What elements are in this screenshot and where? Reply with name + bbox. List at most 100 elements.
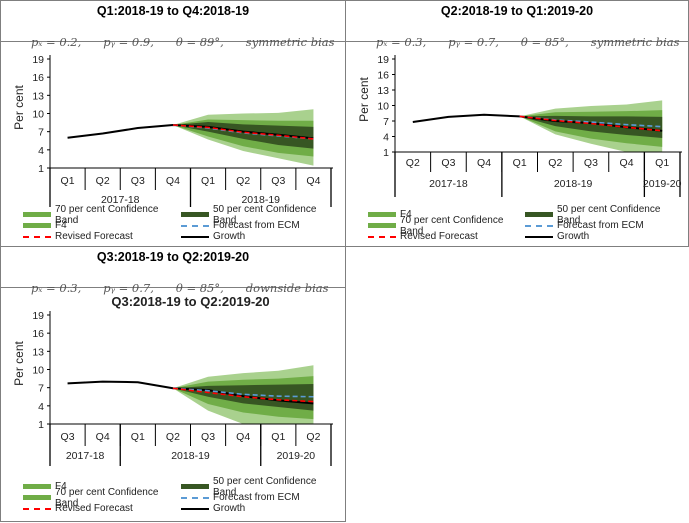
- legend-label: 50 per cent Confidence Band: [213, 203, 317, 226]
- y-tick-label: 7: [38, 127, 44, 139]
- legend-item: Forecast from ECM: [181, 220, 339, 231]
- quarter-label: Q4: [620, 157, 634, 169]
- legend-label: F4: [55, 481, 67, 492]
- quarter-label: Q2: [236, 175, 250, 187]
- y-tick-label: 13: [32, 90, 44, 102]
- legend-swatch: [181, 224, 209, 227]
- y-axis-label: Per cent: [357, 76, 371, 121]
- year-label: 2017-18: [66, 450, 105, 462]
- legend-swatch: [525, 235, 553, 238]
- legend-item: 70 per cent Confidence Band: [23, 204, 181, 226]
- legend-swatch: [368, 223, 396, 228]
- year-label: 2018-19: [241, 194, 280, 206]
- legend-label: Revised Forecast: [400, 231, 478, 242]
- y-tick-label: 1: [383, 147, 389, 159]
- param-bias: symmetric bias: [590, 35, 680, 49]
- legend-item: F4: [23, 220, 181, 231]
- panel-title: Q2:2018-19 to Q1:2019-20: [440, 4, 594, 18]
- legend-swatch: [23, 507, 51, 510]
- chart-legend: F4 50 per cent Confidence Band 70 per cent…: [368, 204, 682, 242]
- legend-swatch: [181, 484, 209, 489]
- legend-swatch: [23, 495, 51, 500]
- param-px: pₓ = 0.3,: [375, 35, 427, 49]
- legend-swatch: [525, 224, 553, 227]
- legend-label: 70 per cent Confidence Band: [55, 486, 159, 509]
- param-theta: θ = 85°,: [175, 281, 224, 295]
- y-tick-label: 4: [38, 401, 44, 413]
- param-bias: symmetric bias: [245, 35, 335, 49]
- panel-q1-2018-19: Q1:2018-19 to Q4:2018-19 pₓ = 0.2, pᵧ = 0…: [0, 0, 346, 247]
- legend-swatch: [368, 212, 396, 217]
- y-axis-label: Per cent: [12, 84, 26, 129]
- legend-row: F4 50 per cent Confidence Band: [368, 204, 682, 226]
- quarter-label: Q1: [201, 175, 215, 187]
- legend-row: F4 Forecast from ECM: [23, 220, 339, 231]
- param-bias: downside bias: [245, 281, 329, 295]
- legend-row: Revised Forecast Growth: [23, 503, 339, 514]
- legend-row: 70 per cent Confidence Band Forecast from…: [368, 215, 682, 237]
- quarter-label: Q4: [477, 157, 491, 169]
- y-tick-label: 4: [383, 132, 389, 144]
- fan-chart: 1 4 7 10 13 16 19 Per cent Q2 Q3 Q4 Q1 Q2 Q3 Q4 Q1 2017-…: [357, 54, 682, 197]
- fan-chart: Q3:2018-19 to Q2:2019-20 1 4 7 10 13 16 19 Per c…: [12, 294, 333, 466]
- quarter-label: Q1: [513, 157, 527, 169]
- y-tick-label: 19: [377, 54, 389, 66]
- y-tick-label: 13: [32, 346, 44, 358]
- quarter-label: Q1: [131, 431, 145, 443]
- legend-label: 50 per cent Confidence Band: [557, 203, 661, 226]
- y-tick-label: 16: [32, 328, 44, 340]
- chart-legend: F4 50 per cent Confidence Band 70 per cent…: [23, 476, 339, 514]
- year-label: 2017-18: [429, 178, 468, 190]
- legend-swatch: [23, 212, 51, 217]
- parameters-line: pₓ = 0.2, pᵧ = 0.9, θ = 89°, symmetric bias: [9, 21, 357, 63]
- param-theta: θ = 89°,: [175, 35, 224, 49]
- panel-title: Q1:2018-19 to Q4:2018-19: [96, 4, 250, 18]
- year-label: 2019-20: [277, 450, 316, 462]
- quarter-label: Q4: [96, 431, 110, 443]
- legend-item: 50 per cent Confidence Band: [181, 204, 339, 226]
- quarter-label: Q2: [166, 431, 180, 443]
- parameters-line: pₓ = 0.3, pᵧ = 0.7, θ = 85°, downside bias: [9, 267, 351, 309]
- legend-label: Growth: [557, 231, 590, 242]
- year-label: 2017-18: [101, 194, 140, 206]
- y-tick-label: 10: [32, 109, 44, 121]
- param-py: pᵧ = 0.7,: [103, 281, 154, 295]
- year-label: 2018-19: [171, 450, 210, 462]
- panel-title: Q3:2018-19 to Q2:2019-20: [96, 250, 250, 264]
- y-tick-label: 4: [38, 145, 44, 157]
- legend-item: Forecast from ECM: [181, 492, 339, 503]
- quarter-label: Q3: [131, 175, 145, 187]
- y-tick-label: 7: [38, 383, 44, 395]
- legend-label: Forecast from ECM: [557, 220, 644, 231]
- panel-q2-2018-19: Q2:2018-19 to Q1:2019-20 pₓ = 0.3, pᵧ = 0…: [345, 0, 689, 247]
- legend-row: 70 per cent Confidence Band 50 per cent C…: [23, 204, 339, 226]
- legend-item: Growth: [525, 231, 682, 242]
- legend-swatch: [525, 212, 553, 217]
- y-axis-label: Per cent: [12, 340, 26, 385]
- legend-row: Revised Forecast Growth: [368, 231, 682, 242]
- year-label: 2018-19: [554, 178, 593, 190]
- quarter-label: Q3: [201, 431, 215, 443]
- legend-label: 50 per cent Confidence Band: [213, 475, 317, 498]
- y-tick-label: 1: [38, 419, 44, 431]
- legend-label: F4: [55, 220, 67, 231]
- param-py: pᵧ = 0.7,: [448, 35, 499, 49]
- y-tick-label: 13: [377, 85, 389, 97]
- legend-label: Revised Forecast: [55, 231, 133, 242]
- panel-q3-2018-19: Q3:2018-19 to Q2:2019-20 pₓ = 0.3, pᵧ = 0…: [0, 246, 346, 522]
- legend-swatch: [23, 484, 51, 489]
- param-theta: θ = 85°,: [520, 35, 569, 49]
- legend-item: Growth: [181, 231, 339, 242]
- y-tick-label: 10: [377, 101, 389, 113]
- legend-item: F4: [368, 209, 525, 220]
- legend-swatch: [23, 235, 51, 238]
- legend-item: Revised Forecast: [23, 231, 181, 242]
- panel-header: Q2:2018-19 to Q1:2019-20 pₓ = 0.3, pᵧ = 0…: [346, 1, 688, 49]
- quarter-label: Q2: [96, 175, 110, 187]
- legend-item: F4: [23, 481, 181, 492]
- quarter-label: Q4: [236, 431, 250, 443]
- legend-item: 50 per cent Confidence Band: [525, 204, 682, 226]
- y-tick-label: 1: [38, 163, 44, 175]
- quarter-label: Q1: [655, 157, 669, 169]
- quarter-label: Q4: [166, 175, 180, 187]
